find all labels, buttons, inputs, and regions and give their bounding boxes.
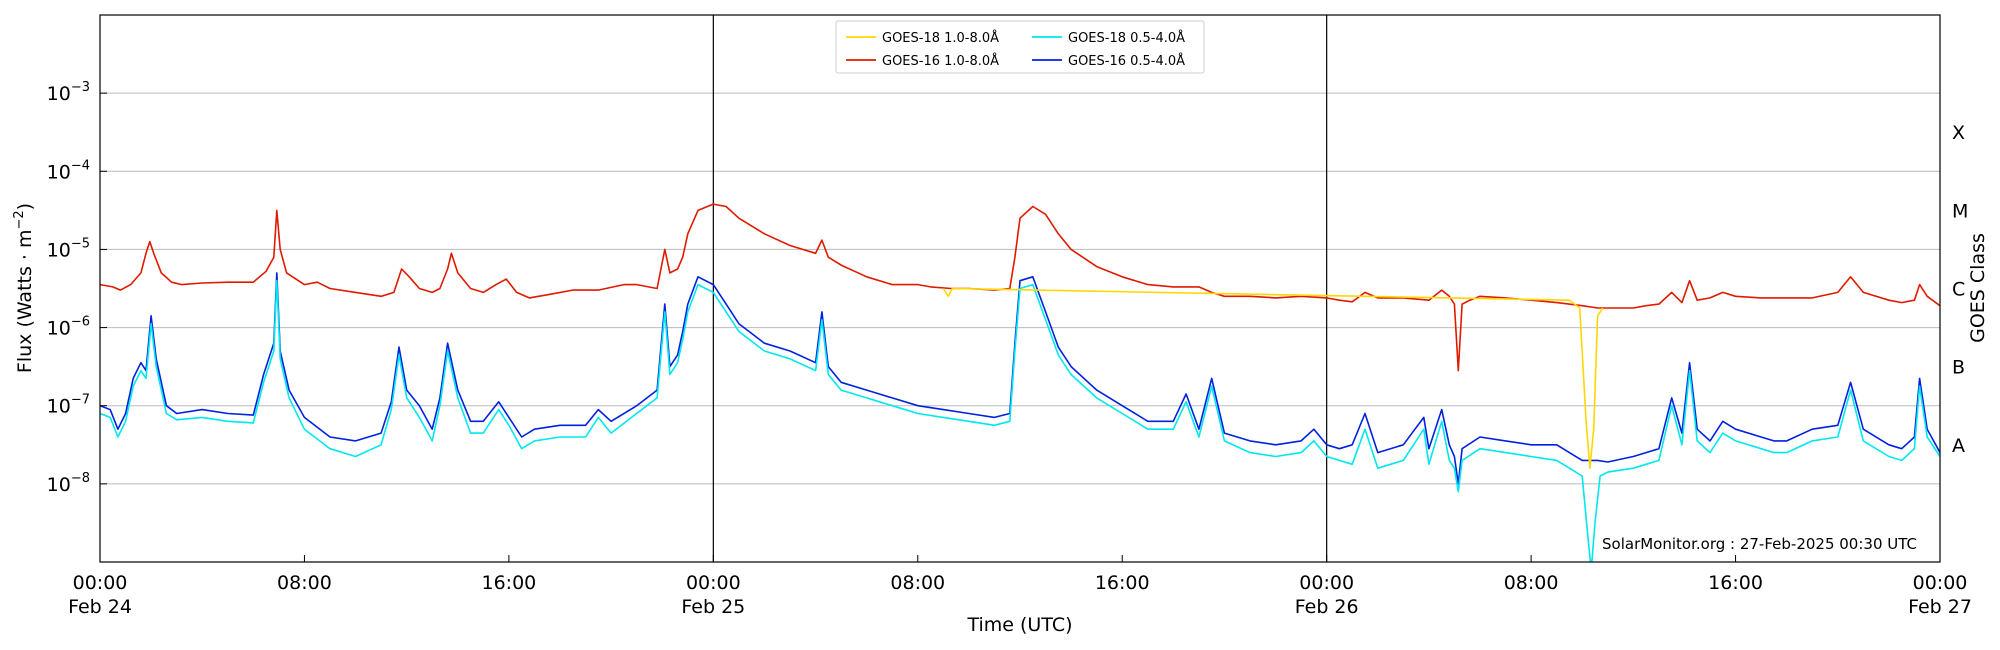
x-tick-time-8: 16:00 [1708, 572, 1763, 594]
x-tick-time-7: 08:00 [1504, 572, 1559, 594]
x-tick-time-6: 00:00 [1299, 572, 1354, 594]
y-tick-label-0: 10−8 [47, 471, 90, 496]
annotation: SolarMonitor.org : 27-Feb-2025 00:30 UTC [1602, 535, 1917, 553]
series-line-goes-16-0-5-4-0- [100, 272, 1940, 485]
y-axis-label-sup: −2 [12, 210, 27, 229]
x-tick-time-2: 16:00 [482, 572, 537, 594]
y-axis-ticks: 10−8 10−7 10−6 10−5 10−4 10−3 [47, 80, 107, 496]
y-tick-label-5: 10−3 [47, 80, 90, 105]
legend-label-3: GOES-16 0.5-4.0Å [1068, 53, 1185, 69]
x-tick-time-0: 00:00 [73, 572, 128, 594]
x-tick-time-3: 00:00 [686, 572, 741, 594]
goes-class-x: X [1952, 122, 1965, 144]
x-tick-time-4: 08:00 [890, 572, 945, 594]
x-tick-date-3: Feb 25 [681, 596, 745, 618]
legend-label-2: GOES-18 0.5-4.0Å [1068, 30, 1185, 46]
goes-class-m: M [1952, 200, 1968, 222]
y-tick-label-1: 10−7 [47, 393, 90, 418]
goes-class-labels: A B C M X [1952, 122, 1968, 457]
x-tick-time-5: 16:00 [1095, 572, 1150, 594]
x-tick-date-0: Feb 24 [68, 596, 132, 618]
x-axis-label: Time (UTC) [966, 614, 1072, 636]
series-group [100, 203, 1940, 562]
series-line-goes-18-0-5-4-0- [100, 279, 1940, 562]
legend-label-1: GOES-16 1.0-8.0Å [882, 53, 999, 69]
day-boundary-lines [712, 15, 1328, 562]
series-line-goes-18-1-0-8-0- [942, 287, 1604, 469]
x-tick-time-9: 00:00 [1913, 572, 1968, 594]
y-tick-label-3: 10−5 [47, 236, 90, 261]
right-axis-label: GOES Class [1967, 233, 1989, 343]
legend: GOES-18 1.0-8.0Å GOES-16 1.0-8.0Å GOES-18 … [835, 20, 1205, 74]
gridlines [100, 92, 1940, 485]
goes-class-b: B [1952, 357, 1965, 379]
y-tick-label-2: 10−6 [47, 315, 90, 340]
x-tick-date-9: Feb 27 [1908, 596, 1972, 618]
goes-class-c: C [1952, 279, 1965, 301]
x-tick-time-1: 08:00 [277, 572, 332, 594]
goes-class-a: A [1952, 435, 1965, 457]
plot-frame [99, 14, 1941, 563]
y-tick-label-4: 10−4 [47, 158, 90, 183]
series-line-goes-16-1-0-8-0- [100, 203, 1940, 372]
legend-label-0: GOES-18 1.0-8.0Å [882, 30, 999, 46]
x-tick-date-6: Feb 26 [1295, 596, 1359, 618]
y-axis-label: Flux (Watts · m−2) [12, 203, 36, 373]
